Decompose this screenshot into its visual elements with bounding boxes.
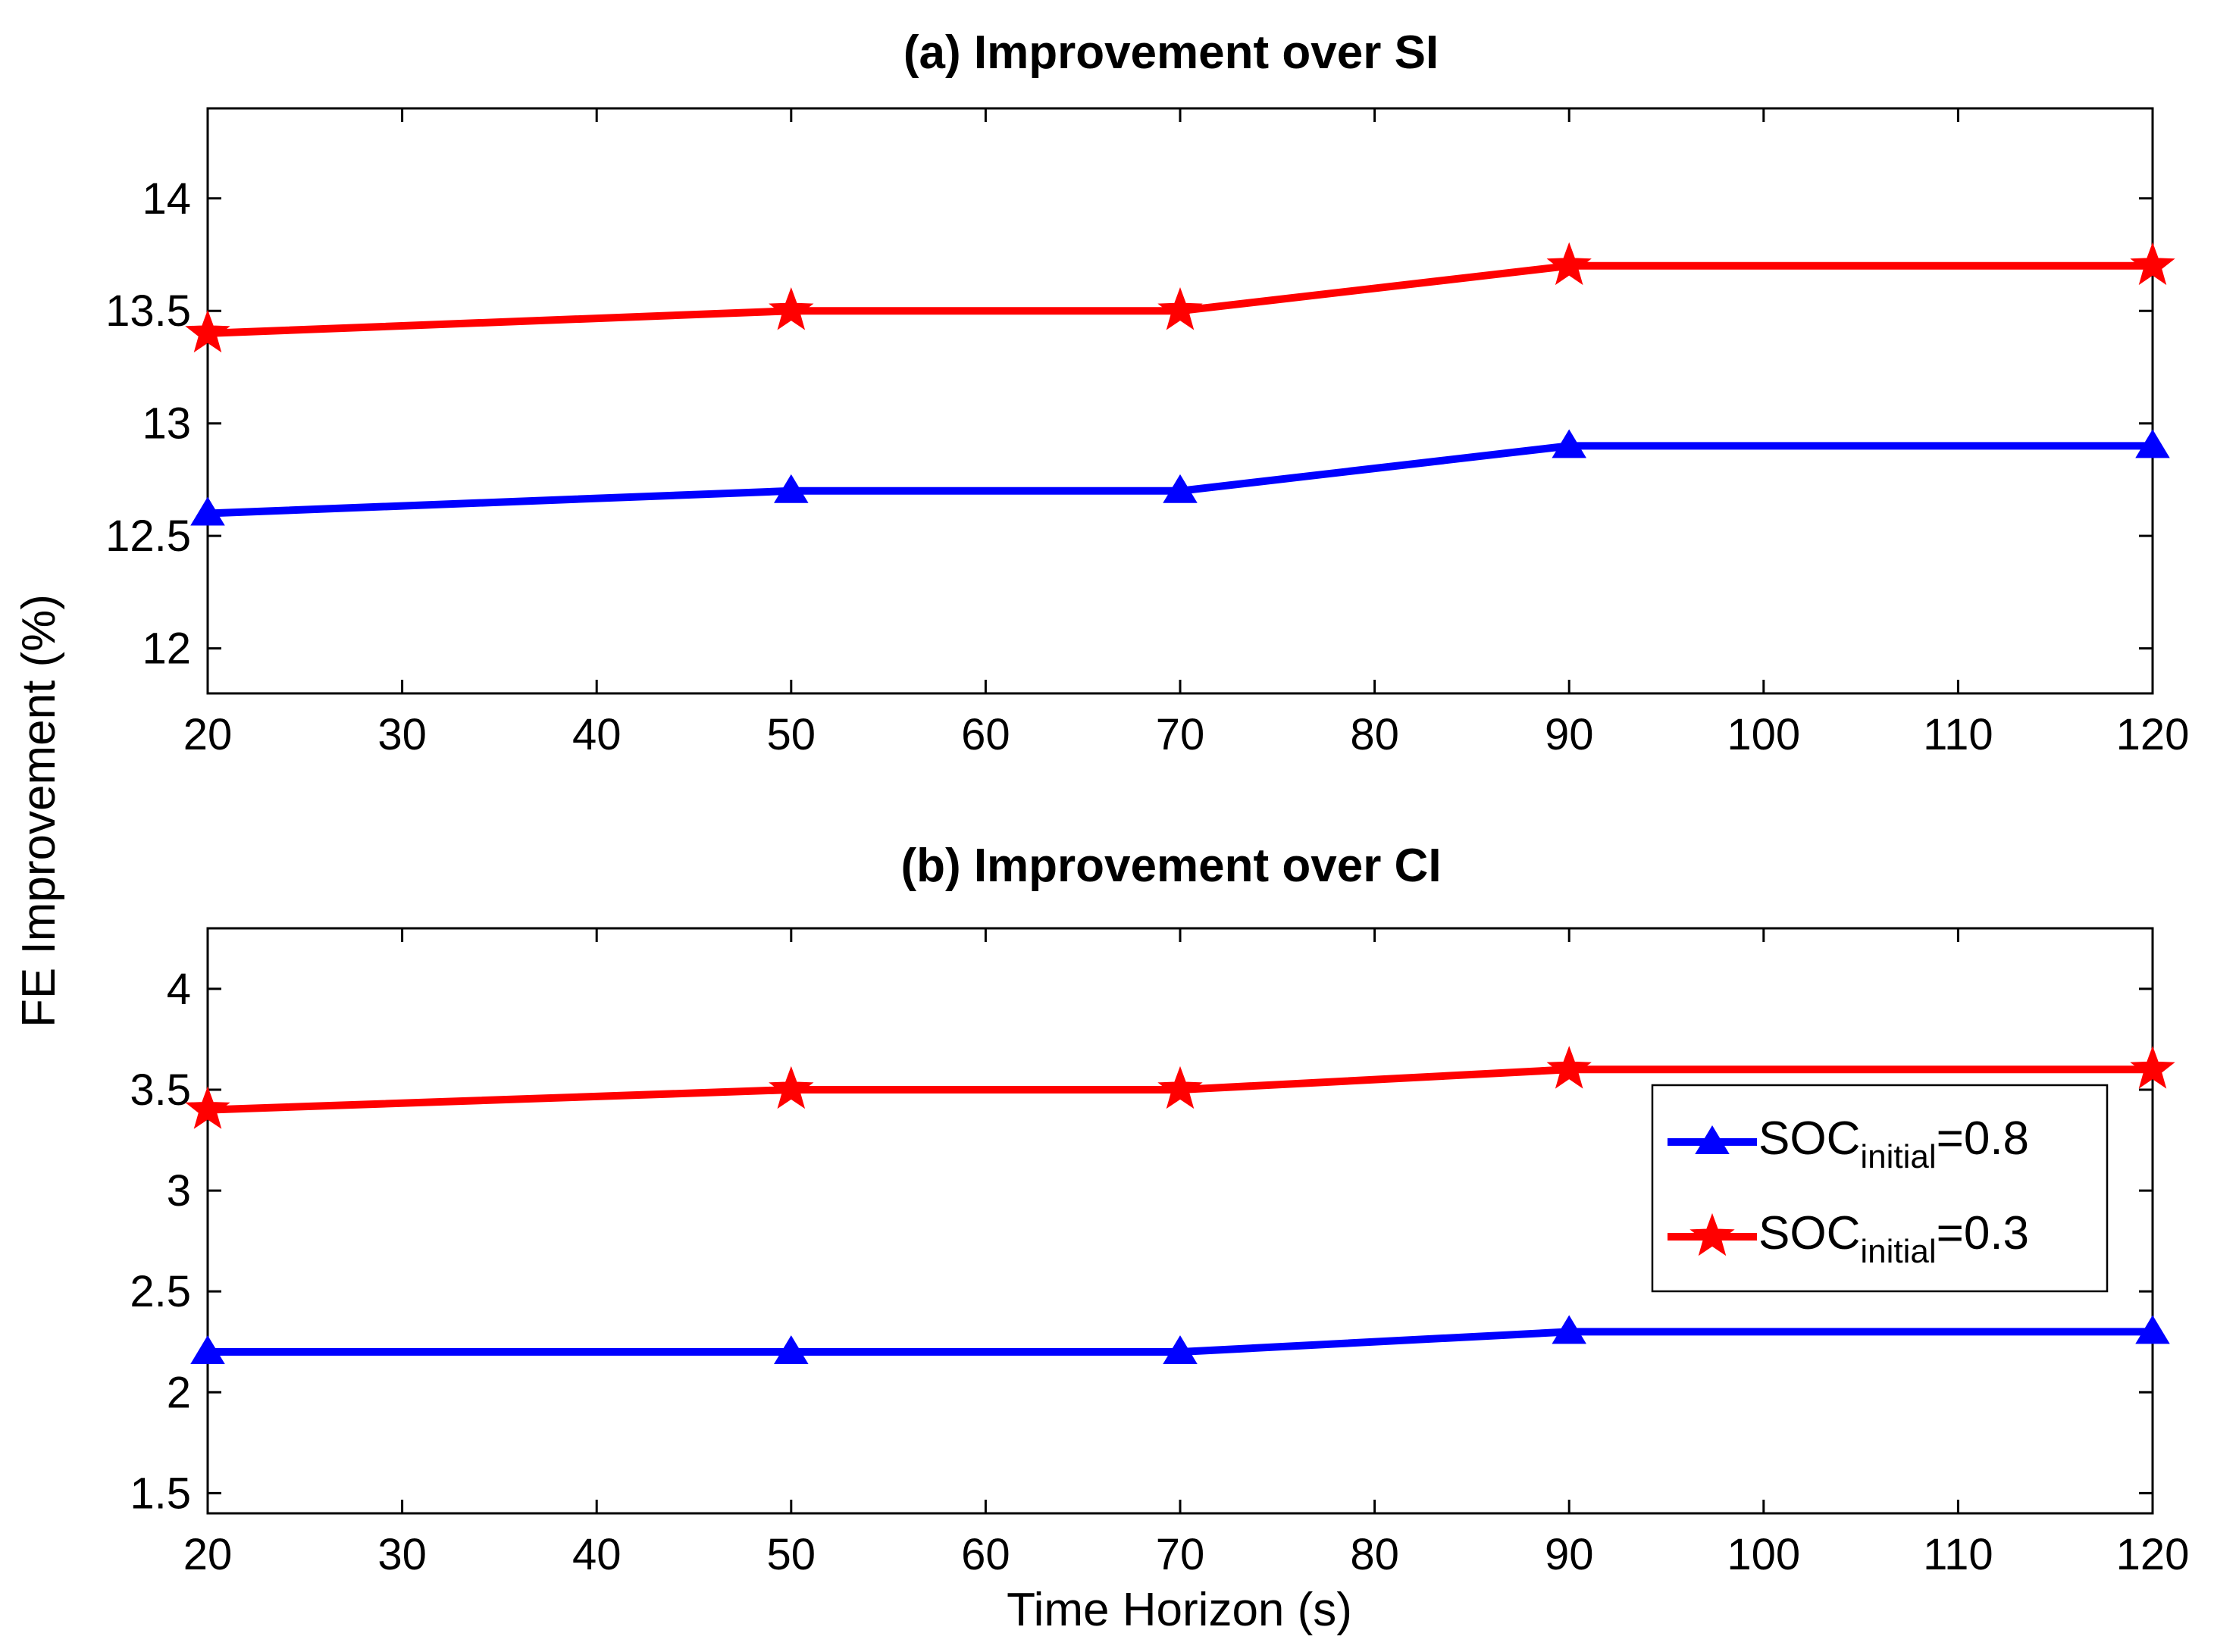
data-point-triangle xyxy=(2135,1315,2170,1344)
x-tick-label: 90 xyxy=(1545,710,1594,759)
legend-label-suffix: =0.8 xyxy=(1937,1112,2029,1165)
data-point-star xyxy=(1546,1046,1592,1089)
legend-marker-triangle xyxy=(1695,1125,1730,1154)
data-point-triangle xyxy=(774,474,809,503)
y-tick-label: 14 xyxy=(142,174,191,224)
legend-marker-triangle-shape xyxy=(1695,1125,1730,1154)
x-tick-label: 110 xyxy=(1923,1530,1993,1579)
x-tick-label: 100 xyxy=(1727,710,1800,759)
y-tick-label: 13 xyxy=(142,399,191,449)
legend-entry-soc-0.8: SOCinitial=0.8 xyxy=(1668,1112,2029,1175)
data-point-triangle xyxy=(1163,474,1198,503)
x-tick-label: 60 xyxy=(961,710,1010,759)
panel-a: (a) Improvement over SI 20 30 40 50 60 70 80 90… xyxy=(105,27,2189,759)
data-point-star xyxy=(2130,242,2175,286)
legend-label-sub: initial xyxy=(1860,1138,1936,1175)
data-point-star xyxy=(1546,242,1592,286)
y-tick-label: 13.5 xyxy=(105,286,191,336)
legend-label-suffix: =0.3 xyxy=(1937,1207,2029,1259)
data-point-star xyxy=(1157,287,1203,330)
y-tick-label: 2.5 xyxy=(130,1267,191,1316)
panel-b-ticks: 20 30 40 50 60 70 80 90 100 110 120 1.5 2 2.5 3 3.5 4 xyxy=(130,928,2189,1579)
legend-marker-star-shape xyxy=(1689,1212,1735,1256)
data-point-triangle xyxy=(1552,429,1586,458)
x-tick-label: 30 xyxy=(377,1530,427,1579)
x-axis-label: Time Horizon (s) xyxy=(1007,1584,1352,1636)
legend-entry-soc-0.3: SOCinitial=0.3 xyxy=(1668,1207,2029,1270)
x-tick-label: 50 xyxy=(767,1530,816,1579)
x-tick-label: 40 xyxy=(572,1530,622,1579)
data-point-triangle xyxy=(190,496,225,526)
x-tick-label: 60 xyxy=(961,1530,1010,1579)
x-tick-label: 40 xyxy=(572,710,622,759)
x-tick-label: 120 xyxy=(2116,710,2190,759)
panel-a-ticks: 20 30 40 50 60 70 80 90 100 110 120 12 12.5 13 13.5 14 xyxy=(105,108,2189,759)
y-tick-label: 3.5 xyxy=(130,1065,191,1115)
data-point-star xyxy=(2130,1046,2175,1089)
x-tick-label: 20 xyxy=(183,710,233,759)
legend-label-soc-0.8: SOCinitial=0.8 xyxy=(1758,1112,2029,1175)
data-point-triangle xyxy=(1552,1315,1586,1344)
x-tick-label: 80 xyxy=(1350,1530,1399,1579)
panel-b-title: (b) Improvement over CI xyxy=(900,840,1441,892)
panel-b-series xyxy=(185,1046,2175,1365)
data-point-triangle xyxy=(190,1335,225,1365)
data-point-star xyxy=(185,309,230,353)
legend: SOCinitial=0.8 SOCinitial=0.3 xyxy=(1651,1084,2109,1293)
x-tick-label: 100 xyxy=(1727,1530,1800,1579)
data-point-triangle xyxy=(1163,1335,1198,1365)
legend-marker-star xyxy=(1689,1212,1735,1256)
data-point-star xyxy=(769,287,814,330)
x-tick-label: 70 xyxy=(1156,1530,1205,1579)
panel-a-title: (a) Improvement over SI xyxy=(903,27,1439,79)
legend-label-prefix: SOC xyxy=(1758,1207,1860,1259)
legend-label-prefix: SOC xyxy=(1758,1112,1860,1165)
x-tick-label: 50 xyxy=(767,710,816,759)
x-tick-label: 110 xyxy=(1923,710,1993,759)
y-tick-label: 3 xyxy=(167,1166,191,1216)
panel-a-axes-box xyxy=(206,107,2154,695)
y-tick-label: 1.5 xyxy=(130,1469,191,1518)
y-tick-label: 2 xyxy=(167,1368,191,1417)
panel-a-series xyxy=(185,242,2175,526)
y-tick-label: 4 xyxy=(167,965,191,1014)
x-tick-label: 70 xyxy=(1156,710,1205,759)
x-tick-label: 20 xyxy=(183,1530,233,1579)
data-point-triangle xyxy=(2135,429,2170,458)
x-tick-label: 120 xyxy=(2116,1530,2190,1579)
x-tick-label: 80 xyxy=(1350,710,1399,759)
data-point-triangle xyxy=(774,1335,809,1365)
x-tick-label: 90 xyxy=(1545,1530,1594,1579)
data-point-star xyxy=(769,1065,814,1109)
data-point-star xyxy=(1157,1065,1203,1109)
y-tick-label: 12.5 xyxy=(105,512,191,561)
y-tick-label: 12 xyxy=(142,624,191,674)
legend-label-soc-0.3: SOCinitial=0.3 xyxy=(1758,1207,2029,1270)
legend-label-sub: initial xyxy=(1860,1233,1936,1270)
legend-box xyxy=(1651,1084,2109,1293)
y-axis-label: FE Improvement (%) xyxy=(13,594,65,1028)
data-point-star xyxy=(185,1086,230,1129)
x-tick-label: 30 xyxy=(377,710,427,759)
